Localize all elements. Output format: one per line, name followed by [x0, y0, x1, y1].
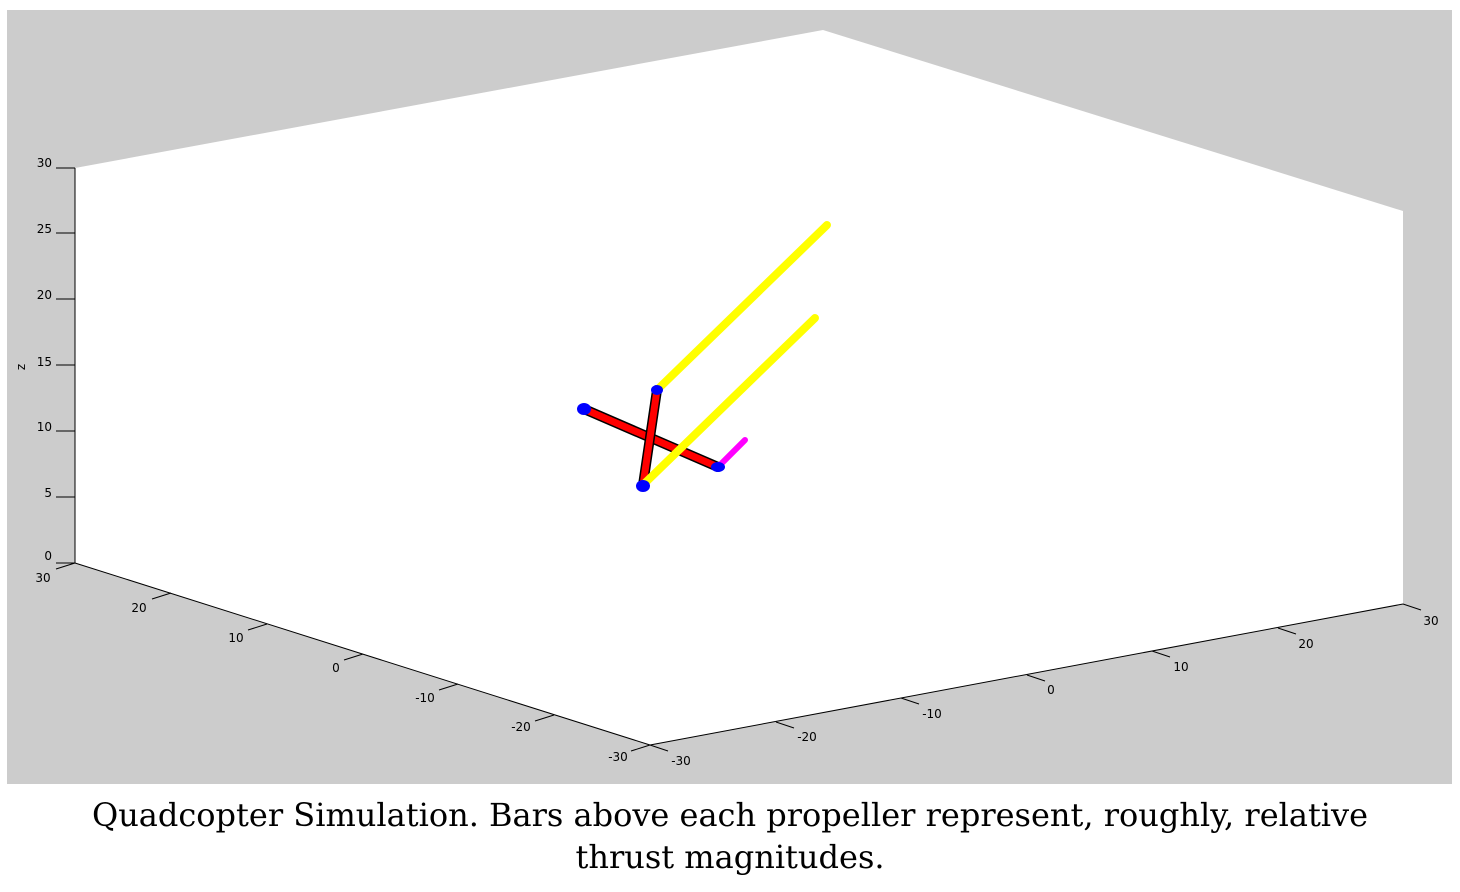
thrust-bar: [653, 221, 831, 394]
heading-marker: [716, 437, 748, 469]
z-tick-label: 5: [44, 486, 52, 500]
quadcopter-frame: [579, 385, 723, 490]
left-tick-label: -20: [511, 720, 531, 734]
z-tick-label: 30: [37, 156, 52, 170]
motor-dot: [577, 403, 591, 415]
thrust-bar: [641, 314, 819, 487]
left-tick-label: 0: [332, 661, 340, 675]
z-tick-label: 10: [37, 420, 52, 434]
right-tick-label: 0: [1047, 683, 1055, 697]
z-axis-ticks: [56, 167, 75, 564]
left-tick-label: 30: [35, 571, 50, 585]
motor-dot: [636, 480, 650, 492]
right-tick-label: -10: [922, 707, 942, 721]
left-axis-ticks: [55, 562, 651, 752]
figure-caption: Quadcopter Simulation. Bars above each p…: [91, 796, 1369, 876]
right-tick-label: 10: [1173, 660, 1188, 674]
motors: [577, 385, 725, 492]
motor-dot: [711, 462, 725, 472]
left-tick-label: -30: [608, 750, 628, 764]
motor-dot: [651, 385, 663, 395]
right-tick-label: -20: [797, 730, 817, 744]
z-tick-label: 15: [37, 355, 52, 369]
z-tick-label: 25: [37, 222, 52, 236]
z-tick-label: 20: [37, 288, 52, 302]
z-tick-label: 0: [44, 549, 52, 563]
left-tick-label: 10: [228, 631, 243, 645]
right-tick-label: 20: [1298, 637, 1313, 651]
right-tick-label: -30: [671, 754, 691, 768]
z-axis-label: z: [14, 364, 28, 370]
z-axis-tick-labels: 0 5 10 15 20 25 30: [37, 156, 52, 563]
right-tick-label: 30: [1423, 614, 1438, 628]
right-axis-tick-labels: -30 -20 -10 0 10 20 30: [671, 614, 1438, 768]
left-tick-label: -10: [415, 691, 435, 705]
left-axis-tick-labels: 30 20 10 0 -10 -20 -30: [35, 571, 627, 764]
arm-b-fill: [639, 386, 661, 489]
right-axis-ticks: [649, 603, 1422, 752]
left-tick-label: 20: [131, 601, 146, 615]
